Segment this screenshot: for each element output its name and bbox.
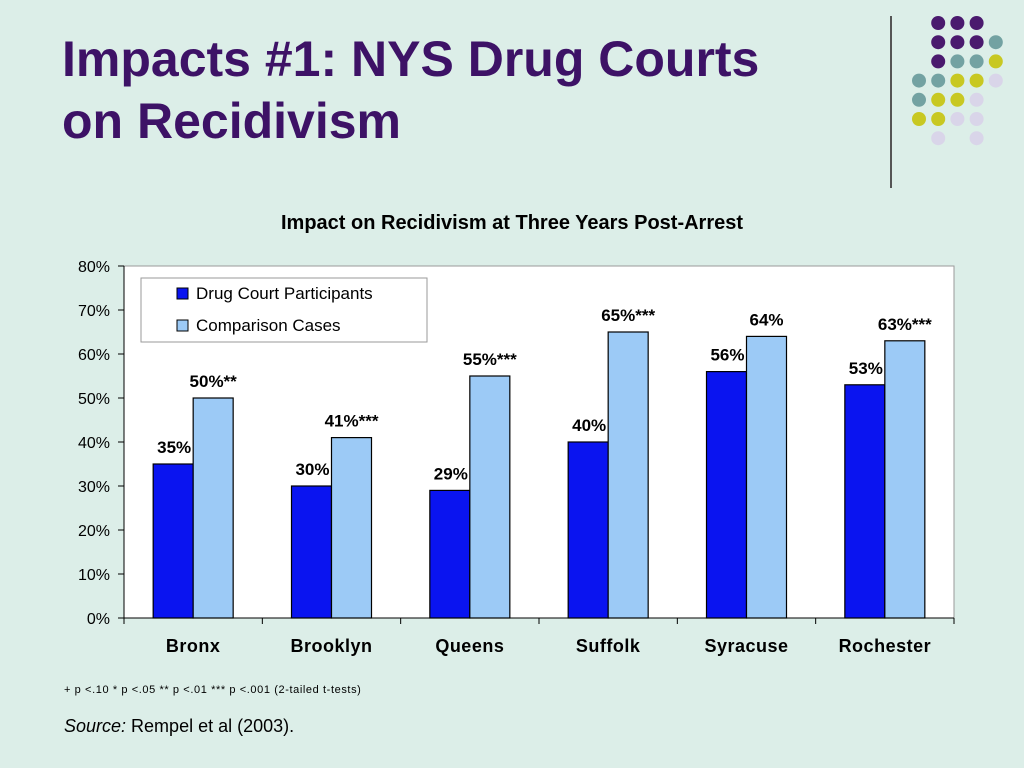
legend-swatch (176, 287, 189, 300)
title-line-1: Impacts #1: NYS Drug Courts (62, 31, 760, 87)
y-tick-label: 70% (78, 303, 110, 320)
data-label: 50%** (190, 372, 238, 391)
y-tick-label: 30% (78, 479, 110, 496)
bar-drug-court (567, 441, 609, 619)
source-label: Source: (64, 716, 127, 736)
bar-comparison (192, 397, 234, 619)
bar-comparison (469, 375, 511, 619)
bar-drug-court (844, 384, 886, 619)
x-category-label: Rochester (839, 636, 932, 656)
y-tick-label: 40% (78, 435, 110, 452)
x-category-label: Suffolk (576, 636, 641, 656)
data-label: 64% (749, 310, 783, 329)
legend-box (140, 277, 428, 343)
legend-label: Comparison Cases (196, 316, 341, 335)
data-label: 63%*** (878, 315, 932, 334)
y-tick-label: 80% (78, 259, 110, 276)
bar-drug-court (429, 489, 471, 619)
y-tick-label: 10% (78, 567, 110, 584)
bar-drug-court (705, 371, 748, 619)
data-label: 65%*** (601, 306, 655, 325)
data-label: 35% (157, 438, 191, 457)
bar-comparison (607, 331, 649, 619)
bar-drug-court (152, 463, 194, 619)
x-category-label: Syracuse (704, 636, 788, 656)
source-text: Rempel et al (2003). (126, 716, 295, 736)
page-title: Impacts #1: NYS Drug Courts on Recidivis… (62, 28, 882, 152)
title-line-2: on Recidivism (62, 93, 401, 149)
bar-chart: 0% 10% 20% 30% 40% 50% 60% 70% 80% 35% 50%** Bronx 3… (78, 259, 955, 656)
y-tick-label: 20% (78, 523, 110, 540)
chart-title: Impact on Recidivism at Three Years Post… (280, 212, 744, 234)
bar-comparison (745, 335, 788, 619)
data-label: 30% (295, 460, 329, 479)
data-label: 40% (572, 416, 606, 435)
bar-comparison (884, 340, 926, 619)
data-label: 53% (849, 359, 883, 378)
legend-label: Drug Court Participants (196, 284, 373, 303)
data-label: 29% (434, 464, 468, 483)
source-citation: Source: Rempel et al (2003). (64, 716, 294, 737)
x-category-label: Brooklyn (290, 636, 372, 656)
divider-line (890, 16, 892, 188)
data-label: 55%*** (463, 350, 517, 369)
bar-drug-court (290, 485, 333, 619)
y-tick-label: 50% (78, 391, 110, 408)
significance-footnote: + p <.10 * p <.05 ** p <.01 *** p <.001 … (64, 684, 362, 696)
data-label: 41%*** (325, 412, 379, 431)
legend-swatch (176, 319, 189, 332)
y-tick-label: 0% (87, 611, 110, 628)
y-tick-label: 60% (78, 347, 110, 364)
data-label: 56% (710, 346, 744, 365)
bar-comparison (330, 437, 373, 619)
x-category-label: Queens (435, 636, 504, 656)
x-category-label: Bronx (166, 636, 221, 656)
